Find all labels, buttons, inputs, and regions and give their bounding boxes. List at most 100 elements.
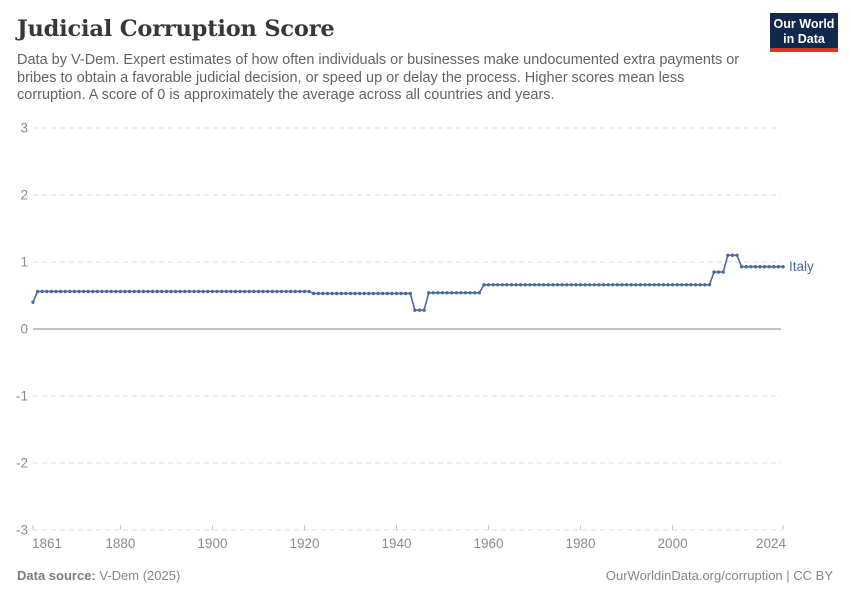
data-point[interactable]: [146, 289, 150, 294]
data-point[interactable]: [551, 283, 555, 287]
data-point[interactable]: [624, 283, 629, 287]
data-point[interactable]: [666, 283, 670, 287]
data-point[interactable]: [164, 289, 169, 294]
data-point[interactable]: [169, 289, 173, 294]
data-point[interactable]: [132, 289, 136, 294]
data-point[interactable]: [40, 289, 44, 294]
data-point[interactable]: [206, 289, 210, 294]
data-point[interactable]: [335, 291, 339, 296]
data-point[interactable]: [647, 283, 652, 287]
data-point[interactable]: [178, 289, 182, 294]
data-point[interactable]: [546, 283, 550, 287]
data-point[interactable]: [661, 283, 666, 287]
data-point[interactable]: [532, 283, 537, 287]
data-point[interactable]: [629, 283, 633, 287]
data-point[interactable]: [256, 289, 261, 294]
data-point[interactable]: [638, 283, 643, 287]
data-point[interactable]: [657, 283, 661, 287]
data-point[interactable]: [574, 283, 578, 287]
data-point[interactable]: [496, 283, 500, 287]
data-point[interactable]: [358, 291, 362, 296]
data-point[interactable]: [233, 289, 238, 294]
data-point[interactable]: [279, 289, 284, 294]
data-point[interactable]: [289, 289, 293, 294]
data-point[interactable]: [155, 289, 159, 294]
data-point[interactable]: [215, 289, 219, 294]
data-point[interactable]: [473, 291, 477, 295]
data-point[interactable]: [243, 289, 247, 294]
data-point[interactable]: [339, 291, 343, 296]
data-point[interactable]: [615, 283, 620, 287]
data-point[interactable]: [353, 291, 357, 296]
data-point[interactable]: [601, 283, 606, 287]
data-point[interactable]: [620, 283, 624, 287]
owid-logo[interactable]: Our World in Data: [770, 13, 838, 52]
data-point[interactable]: [643, 283, 647, 287]
data-point[interactable]: [72, 289, 77, 294]
data-point[interactable]: [109, 289, 113, 294]
data-point[interactable]: [114, 289, 118, 294]
data-point[interactable]: [394, 291, 399, 296]
data-point[interactable]: [680, 283, 684, 287]
data-point[interactable]: [275, 289, 279, 294]
data-point[interactable]: [183, 289, 187, 294]
data-point[interactable]: [767, 265, 771, 269]
data-point[interactable]: [376, 291, 380, 296]
data-point[interactable]: [63, 289, 67, 294]
data-point[interactable]: [390, 291, 394, 296]
data-point[interactable]: [482, 283, 486, 287]
data-point[interactable]: [302, 289, 307, 294]
data-point[interactable]: [597, 283, 601, 287]
data-point[interactable]: [422, 308, 426, 312]
line-chart[interactable]: 3 2 1 0 -1 -2 -3 1861 1880 1900 1920 1940 1960 1980 20…: [0, 115, 850, 560]
data-point[interactable]: [192, 289, 196, 294]
data-point[interactable]: [316, 291, 320, 296]
data-point[interactable]: [772, 265, 776, 269]
data-point[interactable]: [58, 289, 63, 294]
data-point[interactable]: [592, 283, 596, 287]
data-point[interactable]: [104, 289, 109, 294]
data-point[interactable]: [776, 265, 781, 269]
data-point[interactable]: [77, 289, 81, 294]
data-point[interactable]: [284, 289, 288, 294]
data-point[interactable]: [196, 289, 201, 294]
data-point[interactable]: [588, 283, 592, 287]
data-point[interactable]: [266, 289, 270, 294]
data-point[interactable]: [381, 291, 385, 296]
data-point[interactable]: [404, 291, 408, 296]
data-point[interactable]: [81, 289, 86, 294]
data-point[interactable]: [123, 289, 127, 294]
data-point[interactable]: [459, 291, 463, 295]
data-point[interactable]: [583, 283, 587, 287]
data-point[interactable]: [523, 283, 527, 287]
data-point[interactable]: [491, 283, 495, 287]
data-point[interactable]: [45, 289, 49, 294]
data-point[interactable]: [726, 253, 730, 257]
data-point[interactable]: [312, 291, 316, 296]
data-point[interactable]: [689, 283, 693, 287]
data-point[interactable]: [542, 283, 546, 287]
data-point[interactable]: [565, 283, 569, 287]
data-point[interactable]: [440, 291, 445, 295]
data-point[interactable]: [408, 291, 412, 296]
data-point[interactable]: [735, 253, 739, 257]
data-point[interactable]: [247, 289, 251, 294]
data-point[interactable]: [307, 289, 311, 294]
data-point[interactable]: [31, 300, 35, 304]
data-point[interactable]: [730, 253, 735, 257]
data-point[interactable]: [298, 289, 302, 294]
data-point[interactable]: [330, 291, 334, 296]
data-point[interactable]: [367, 291, 371, 296]
data-point[interactable]: [749, 265, 753, 269]
data-point[interactable]: [344, 291, 348, 296]
data-point[interactable]: [417, 308, 422, 312]
data-point[interactable]: [509, 283, 514, 287]
data-point[interactable]: [721, 270, 725, 274]
data-point[interactable]: [477, 291, 481, 295]
data-point[interactable]: [95, 289, 100, 294]
data-point[interactable]: [160, 289, 164, 294]
data-point[interactable]: [611, 283, 615, 287]
data-point[interactable]: [86, 289, 90, 294]
data-point[interactable]: [371, 291, 376, 296]
data-point[interactable]: [261, 289, 265, 294]
